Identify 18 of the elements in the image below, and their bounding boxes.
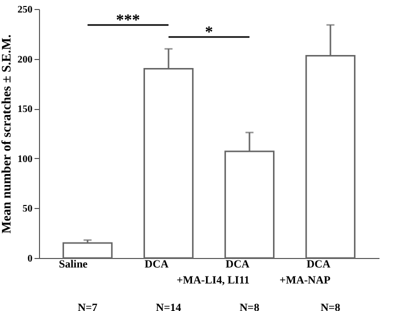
bar [62, 242, 113, 259]
text: N=14 [156, 302, 182, 311]
y-tick-label: 200 [18, 54, 32, 66]
text: N=8 [320, 302, 341, 311]
y-tick-label: 100 [18, 154, 32, 165]
text: N=8 [240, 302, 260, 311]
annotation: * [205, 24, 213, 41]
y-tick-label: 0 [28, 254, 32, 264]
y-axis-title: Mean number of scratches ± S.E.M. [0, 34, 14, 234]
x-tick-label: DCA +MA-LI4, LI11 [176, 258, 250, 286]
y-tick-label: 50 [22, 204, 32, 215]
x-tick-label: DCA [144, 258, 169, 270]
y-tick-label: 150 [18, 104, 32, 116]
text: N=7 [78, 302, 98, 311]
x-tick-label: Saline [58, 258, 88, 270]
y-tick-label: 250 [18, 4, 32, 16]
x-tick-label: DCA +MA-NAP [280, 258, 331, 286]
annotation: *** [116, 12, 140, 29]
